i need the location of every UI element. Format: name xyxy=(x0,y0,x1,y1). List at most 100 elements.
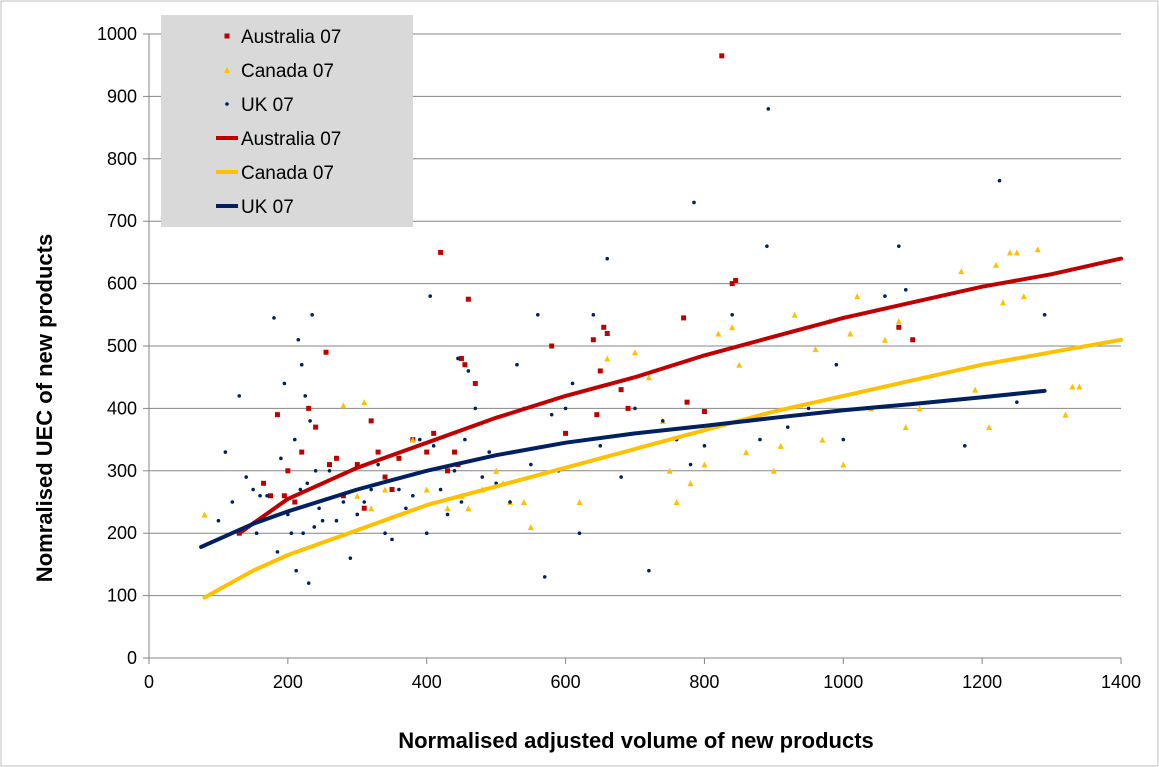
data-point-uk-07 xyxy=(282,381,287,386)
data-point-uk-07 xyxy=(841,437,846,442)
data-point-uk-07 xyxy=(308,419,312,423)
data-point-uk-07 xyxy=(289,531,294,535)
data-point-canada-07 xyxy=(847,330,854,337)
data-point-uk-07 xyxy=(376,462,380,467)
data-point-uk-07 xyxy=(459,500,464,504)
data-point-australia-07 xyxy=(389,487,395,493)
data-point-canada-07 xyxy=(687,480,694,487)
data-point-australia-07 xyxy=(451,449,457,455)
data-point-australia-07 xyxy=(618,387,624,393)
data-point-canada-07 xyxy=(812,346,819,353)
x-tick-label: 1000 xyxy=(823,672,863,692)
data-point-uk-07 xyxy=(310,313,314,317)
data-point-uk-07 xyxy=(306,581,311,585)
data-point-uk-07 xyxy=(463,437,467,442)
y-tick-label: 800 xyxy=(107,149,137,169)
data-point-uk-07 xyxy=(445,512,450,517)
x-tick-label: 1400 xyxy=(1101,672,1141,692)
data-point-uk-07 xyxy=(806,406,811,411)
legend-label: Canada 07 xyxy=(241,163,334,184)
data-point-uk-07 xyxy=(303,394,308,398)
y-tick-label: 0 xyxy=(127,648,137,668)
data-point-uk-07 xyxy=(390,537,394,542)
legend-label: Australia 07 xyxy=(241,27,341,48)
data-point-canada-07 xyxy=(382,486,389,493)
data-point-australia-07 xyxy=(462,362,468,368)
data-point-australia-07 xyxy=(601,324,607,330)
data-point-uk-07 xyxy=(438,487,443,492)
legend-marker-swatch xyxy=(225,102,229,106)
data-point-australia-07 xyxy=(268,493,273,499)
legend-box xyxy=(161,15,413,227)
y-tick-label: 200 xyxy=(107,523,137,543)
trendline-uk-07 xyxy=(199,388,1047,549)
data-point-uk-07 xyxy=(834,362,839,367)
legend-label: UK 07 xyxy=(241,95,294,116)
data-point-uk-07 xyxy=(320,518,325,523)
data-point-uk-07 xyxy=(369,487,373,492)
data-point-canada-07 xyxy=(604,355,611,362)
data-point-uk-07 xyxy=(766,107,771,111)
data-point-canada-07 xyxy=(368,505,375,512)
data-point-uk-07 xyxy=(903,288,908,292)
data-point-uk-07 xyxy=(279,456,283,461)
data-point-uk-07 xyxy=(688,462,693,467)
data-point-uk-07 xyxy=(997,178,1002,183)
data-point-uk-07 xyxy=(404,506,408,511)
data-point-australia-07 xyxy=(354,462,360,468)
data-point-australia-07 xyxy=(396,455,402,461)
data-point-uk-07 xyxy=(570,381,575,386)
x-tick-label: 400 xyxy=(412,672,442,692)
data-point-uk-07 xyxy=(897,244,901,248)
data-point-canada-07 xyxy=(1013,249,1020,256)
data-point-uk-07 xyxy=(305,481,310,486)
y-axis-title: Nomralised UEC of new products xyxy=(32,234,57,582)
data-point-uk-07 xyxy=(383,531,387,535)
data-point-canada-07 xyxy=(736,361,743,368)
data-point-uk-07 xyxy=(466,369,471,373)
data-point-uk-07 xyxy=(397,487,401,492)
data-point-uk-07 xyxy=(417,437,422,442)
data-point-australia-07 xyxy=(438,249,444,255)
data-point-uk-07 xyxy=(962,444,967,448)
data-point-uk-07 xyxy=(223,450,228,454)
data-point-uk-07 xyxy=(563,406,568,411)
data-point-australia-07 xyxy=(625,405,631,411)
data-point-uk-07 xyxy=(294,568,298,573)
data-point-australia-07 xyxy=(281,493,287,499)
x-tick-label: 800 xyxy=(689,672,719,692)
data-point-uk-07 xyxy=(758,437,762,442)
y-tick-label: 300 xyxy=(107,461,137,481)
data-point-uk-07 xyxy=(348,556,353,560)
data-point-australia-07 xyxy=(431,430,437,436)
data-point-canada-07 xyxy=(916,405,923,412)
x-tick-label: 0 xyxy=(144,672,154,692)
data-point-canada-07 xyxy=(423,486,430,493)
data-point-australia-07 xyxy=(604,331,610,337)
data-point-uk-07 xyxy=(702,444,707,448)
data-point-uk-07 xyxy=(529,462,533,467)
data-point-canada-07 xyxy=(902,424,909,431)
data-point-uk-07 xyxy=(577,531,582,535)
data-point-canada-07 xyxy=(819,436,826,443)
data-point-uk-07 xyxy=(355,512,360,517)
data-point-canada-07 xyxy=(527,523,534,530)
data-point-canada-07 xyxy=(715,330,722,337)
data-point-australia-07 xyxy=(323,349,329,355)
data-point-canada-07 xyxy=(840,461,847,468)
data-point-uk-07 xyxy=(237,394,242,398)
y-tick-label: 100 xyxy=(107,586,137,606)
data-point-uk-07 xyxy=(480,475,485,479)
x-tick-label: 200 xyxy=(273,672,303,692)
data-point-australia-07 xyxy=(299,449,305,455)
data-point-canada-07 xyxy=(1062,411,1069,418)
data-point-australia-07 xyxy=(472,380,478,386)
data-point-australia-07 xyxy=(590,337,596,343)
data-point-uk-07 xyxy=(647,568,651,573)
data-point-uk-07 xyxy=(428,294,432,298)
x-tick-label: 1200 xyxy=(962,672,1002,692)
data-point-australia-07 xyxy=(458,355,464,361)
data-point-uk-07 xyxy=(452,469,457,473)
